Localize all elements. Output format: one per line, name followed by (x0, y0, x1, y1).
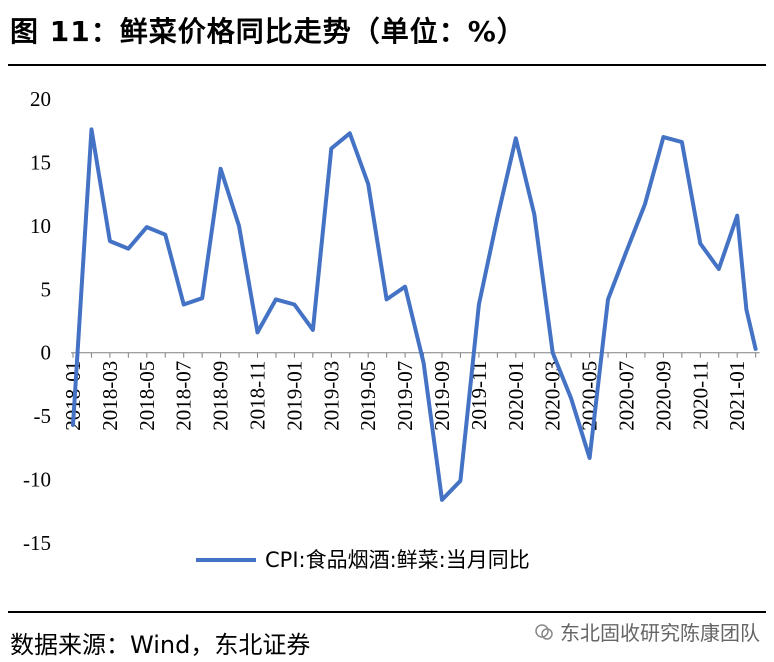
x-tick-label: 2018-11 (246, 361, 270, 430)
y-axis-ticks: 20 15 10 5 0 -5 -10 -15 (23, 87, 51, 555)
x-tick-label: 2020-09 (651, 361, 675, 431)
y-tick-label: -10 (23, 468, 51, 492)
x-tick-label: 2018-07 (172, 361, 196, 431)
x-axis-tick-labels: 2018-01 2018-03 2018-05 2018-07 2018-09 2018-… (61, 361, 749, 431)
x-tick-label: 2020-01 (504, 361, 528, 431)
title-rule (8, 64, 766, 66)
x-tick-label: 2019-07 (393, 361, 417, 431)
x-tick-label: 2019-05 (356, 361, 380, 431)
x-tick-label: 2021-01 (725, 361, 749, 431)
x-axis (71, 352, 760, 358)
source-note: 数据来源：Wind，东北证券 (10, 631, 311, 659)
series-line (71, 127, 758, 502)
y-tick-label: 15 (30, 150, 51, 174)
legend-label: CPI:食品烟酒:鲜菜:当月同比 (265, 548, 530, 572)
y-tick-label: -5 (34, 404, 52, 428)
figure-title: 图 11：鲜菜价格同比走势（单位：%） (10, 15, 526, 48)
y-tick-label: 5 (41, 277, 52, 301)
x-tick-label: 2019-09 (430, 361, 454, 431)
x-tick-label: 2019-03 (319, 361, 343, 431)
x-tick-label: 2018-09 (209, 361, 233, 431)
y-tick-label: -15 (23, 531, 51, 555)
watermark-text: 东北固收研究陈康团队 (560, 621, 760, 645)
watermark: 东北固收研究陈康团队 (534, 617, 760, 646)
y-tick-label: 0 (41, 341, 52, 365)
x-tick-label: 2018-03 (98, 361, 122, 431)
x-tick-label: 2020-07 (615, 361, 639, 431)
wechat-icon (535, 623, 553, 640)
y-tick-label: 10 (30, 214, 51, 238)
series-group (71, 127, 758, 502)
legend: CPI:食品烟酒:鲜菜:当月同比 (196, 548, 530, 572)
source-rule (8, 611, 766, 613)
y-tick-label: 20 (30, 87, 51, 111)
x-tick-label: 2019-01 (282, 361, 306, 431)
x-tick-label: 2018-05 (135, 361, 159, 431)
x-tick-label: 2020-11 (688, 361, 712, 430)
